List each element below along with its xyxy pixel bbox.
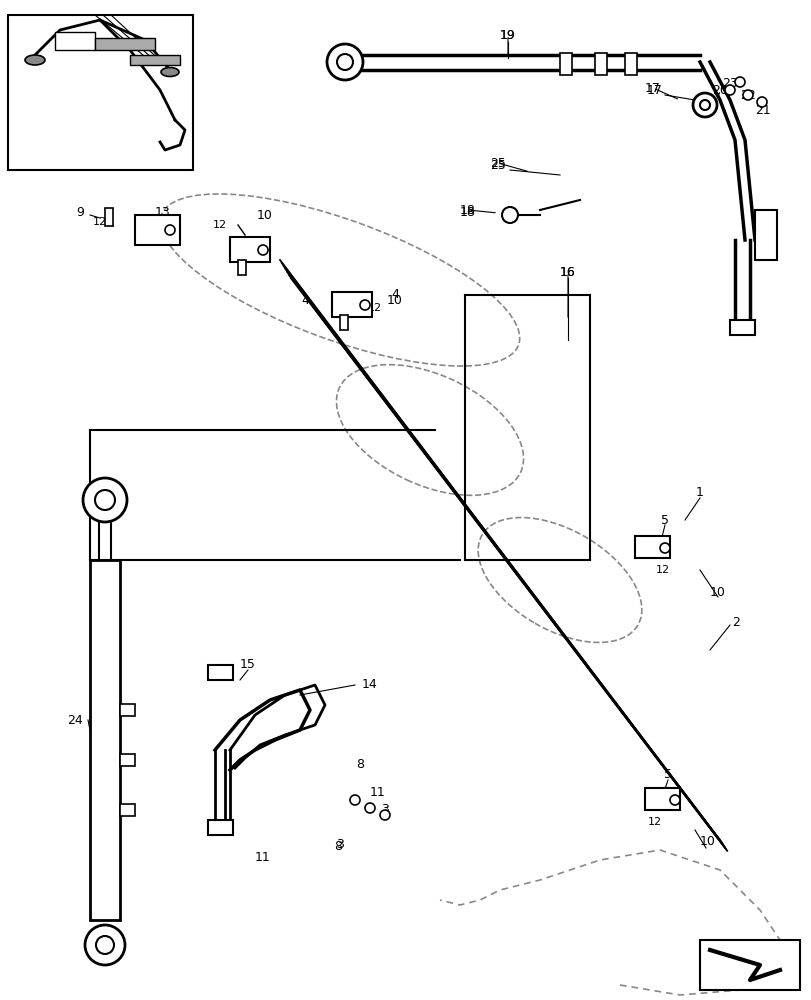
Circle shape xyxy=(83,478,127,522)
Text: 8: 8 xyxy=(355,758,363,772)
Bar xyxy=(208,820,233,835)
Circle shape xyxy=(359,300,370,310)
Text: 10: 10 xyxy=(387,294,402,306)
Text: 19: 19 xyxy=(500,29,515,42)
Text: 10: 10 xyxy=(257,209,272,222)
Text: 12: 12 xyxy=(647,817,661,827)
Circle shape xyxy=(724,85,734,95)
Text: 16: 16 xyxy=(560,265,575,278)
Circle shape xyxy=(85,925,125,965)
Circle shape xyxy=(95,490,115,510)
Bar xyxy=(644,788,679,810)
Text: 5: 5 xyxy=(660,514,668,526)
Text: 15: 15 xyxy=(240,658,255,672)
Bar xyxy=(8,15,193,170)
Text: 12: 12 xyxy=(92,217,107,227)
Circle shape xyxy=(96,936,114,954)
Bar xyxy=(90,560,120,920)
Text: 16: 16 xyxy=(560,265,575,278)
Text: 25: 25 xyxy=(490,157,505,170)
Bar xyxy=(99,490,111,560)
Text: 4: 4 xyxy=(301,294,308,306)
Circle shape xyxy=(669,795,679,805)
Bar xyxy=(634,536,669,558)
Text: 3: 3 xyxy=(336,838,344,851)
Text: 23: 23 xyxy=(721,77,737,90)
Text: 9: 9 xyxy=(76,206,84,219)
Circle shape xyxy=(327,44,363,80)
Circle shape xyxy=(742,90,752,100)
Text: 8: 8 xyxy=(333,840,341,853)
Text: 25: 25 xyxy=(490,159,505,172)
Text: 22: 22 xyxy=(739,89,755,102)
Text: 12: 12 xyxy=(655,565,669,575)
Circle shape xyxy=(258,245,268,255)
Circle shape xyxy=(692,93,716,117)
Bar xyxy=(230,237,270,262)
Ellipse shape xyxy=(25,55,45,65)
Bar xyxy=(55,32,95,50)
Bar xyxy=(120,754,135,766)
Bar xyxy=(754,210,776,260)
Circle shape xyxy=(659,543,669,553)
Text: 10: 10 xyxy=(709,585,725,598)
Bar xyxy=(135,215,180,245)
Circle shape xyxy=(350,795,359,805)
Circle shape xyxy=(165,225,175,235)
Text: 18: 18 xyxy=(460,206,475,219)
Bar xyxy=(624,53,636,75)
Circle shape xyxy=(337,54,353,70)
Bar xyxy=(105,208,113,226)
Text: 2: 2 xyxy=(732,615,739,628)
Bar xyxy=(95,38,155,50)
Text: 24: 24 xyxy=(67,713,83,726)
Bar xyxy=(560,53,571,75)
Text: 14: 14 xyxy=(362,678,377,692)
Text: 18: 18 xyxy=(460,204,475,217)
Text: 17: 17 xyxy=(646,84,662,97)
Text: 11: 11 xyxy=(370,786,385,799)
Text: 21: 21 xyxy=(754,104,770,117)
Bar xyxy=(729,320,754,335)
Text: 11: 11 xyxy=(255,851,271,864)
Circle shape xyxy=(380,810,389,820)
Circle shape xyxy=(699,100,709,110)
Text: 4: 4 xyxy=(391,288,398,302)
Bar xyxy=(340,315,348,330)
Text: 20: 20 xyxy=(711,84,727,97)
Circle shape xyxy=(734,77,744,87)
Bar xyxy=(238,260,246,275)
Bar xyxy=(208,665,233,680)
Text: 3: 3 xyxy=(380,803,388,816)
Text: 19: 19 xyxy=(500,29,515,42)
Text: 12: 12 xyxy=(212,220,227,230)
Bar xyxy=(120,804,135,816)
Text: 1: 1 xyxy=(695,486,703,498)
Bar xyxy=(594,53,607,75)
Text: 12: 12 xyxy=(367,303,382,313)
Bar xyxy=(120,704,135,716)
Circle shape xyxy=(501,207,517,223)
Bar xyxy=(332,292,371,317)
Text: 13: 13 xyxy=(155,206,170,219)
Ellipse shape xyxy=(161,68,178,77)
Circle shape xyxy=(365,803,375,813)
Bar xyxy=(699,940,799,990)
Text: DC03K166: DC03K166 xyxy=(699,945,754,955)
Text: 17: 17 xyxy=(644,82,660,95)
Text: 10: 10 xyxy=(699,835,715,848)
Circle shape xyxy=(756,97,766,107)
Bar xyxy=(130,55,180,65)
Text: 5: 5 xyxy=(663,768,672,782)
